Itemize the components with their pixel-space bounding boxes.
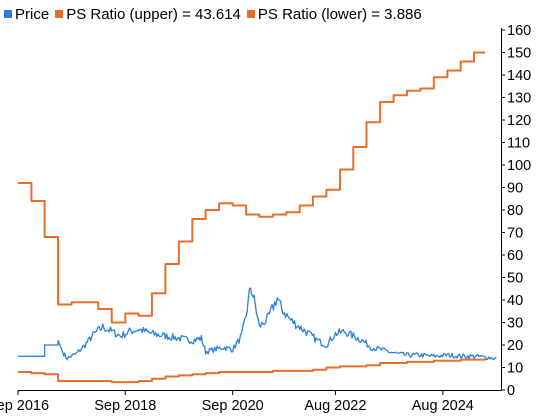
x-tick-label: Sep 2018 — [94, 398, 156, 414]
legend-item-ps-lower[interactable]: PS Ratio (lower) = 3.886 — [246, 5, 422, 23]
legend-swatch-ps-upper — [55, 10, 64, 18]
y-tick-label: 0 — [507, 383, 515, 399]
y-tick-label: 110 — [507, 136, 530, 152]
y-tick-label: 40 — [507, 293, 523, 309]
y-tick-label: 20 — [507, 338, 523, 354]
legend-swatch-ps-lower — [246, 10, 255, 18]
series-line-price — [18, 287, 497, 361]
x-tick-label: Sep 2016 — [0, 398, 49, 414]
y-tick-label: 10 — [507, 361, 523, 377]
series-line-ps-ratio-upper — [18, 51, 485, 324]
y-tick-label: 130 — [507, 91, 531, 107]
series-layer — [18, 51, 497, 384]
x-tick-label: Aug 2022 — [304, 398, 366, 414]
legend-item-ps-upper[interactable]: PS Ratio (upper) = 43.614 — [55, 6, 241, 23]
legend-swatch-price — [4, 10, 12, 18]
series-line-ps-ratio-lower — [18, 358, 486, 384]
x-tick-label: Sep 2020 — [202, 398, 264, 414]
y-tick-label: 140 — [507, 68, 531, 84]
y-tick-label: 150 — [507, 46, 531, 62]
chart-legend: Price PS Ratio (upper) = 43.614 PS Ratio… — [4, 4, 428, 24]
y-tick-label: 30 — [507, 316, 523, 332]
y-tick-label: 80 — [507, 203, 523, 219]
y-tick-label: 160 — [507, 23, 531, 39]
legend-label-ps-upper: PS Ratio (upper) = 43.614 — [66, 5, 241, 23]
legend-item-price[interactable]: Price — [4, 6, 49, 23]
y-tick-label: 100 — [507, 158, 531, 174]
y-axis-ticks: 0 10 20 30 40 50 60 70 80 90 100 110 120 130 140 150 160 — [501, 23, 531, 399]
y-tick-label: 60 — [507, 248, 523, 264]
y-tick-label: 120 — [507, 113, 531, 129]
legend-label-ps-lower: PS Ratio (lower) = 3.886 — [257, 5, 422, 23]
y-tick-label: 50 — [507, 271, 523, 287]
x-axis-ticks: Sep 2016 Sep 2018 Sep 2020 Aug 2022 Aug 2024 — [0, 390, 474, 414]
y-tick-label: 90 — [507, 181, 523, 197]
x-tick-label: Aug 2024 — [412, 398, 474, 414]
legend-label-price: Price — [15, 5, 50, 23]
y-tick-label: 70 — [507, 226, 523, 242]
